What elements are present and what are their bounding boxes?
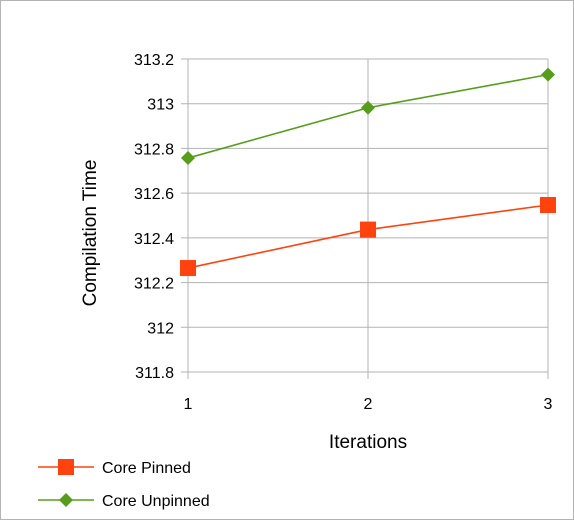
- legend-item: Core Pinned: [38, 459, 191, 477]
- y-tick-label: 312.8: [134, 141, 174, 158]
- legend-item: Core Unpinned: [38, 493, 210, 510]
- x-tick-label: 1: [184, 396, 193, 413]
- data-point: [540, 196, 556, 213]
- data-point: [181, 151, 195, 166]
- data-point: [541, 67, 555, 82]
- series-core-unpinned: [181, 67, 555, 166]
- y-tick-label: 312.4: [134, 231, 174, 248]
- y-tick-label: 313.2: [134, 52, 174, 69]
- y-axis-title: Compilation Time: [80, 160, 101, 307]
- x-axis-title: Iterations: [329, 432, 407, 453]
- y-tick-label: 312.2: [134, 276, 174, 293]
- y-tick-label: 311.8: [135, 365, 174, 382]
- legend-label: Core Unpinned: [102, 493, 210, 510]
- y-tick-label: 312.6: [134, 186, 174, 203]
- data-point: [361, 100, 375, 115]
- series-core-pinned: [180, 196, 556, 277]
- data-point: [180, 260, 196, 277]
- y-tick-label: 313: [147, 97, 174, 114]
- y-tick-label: 312: [147, 320, 174, 337]
- series: [180, 67, 556, 277]
- x-tick-labels: 1 2 3: [184, 396, 553, 413]
- legend-marker: [58, 459, 74, 475]
- axes: [187, 59, 548, 373]
- data-point: [360, 221, 376, 238]
- legend: Core Pinned Core Unpinned: [38, 459, 210, 510]
- x-tick-label: 3: [544, 396, 553, 413]
- legend-label: Core Pinned: [102, 460, 191, 477]
- x-tick-label: 2: [364, 396, 373, 413]
- legend-marker: [59, 493, 73, 507]
- y-tick-labels: 311.8 312 312.2 312.4 312.6 312.8 313 313.2: [134, 52, 174, 382]
